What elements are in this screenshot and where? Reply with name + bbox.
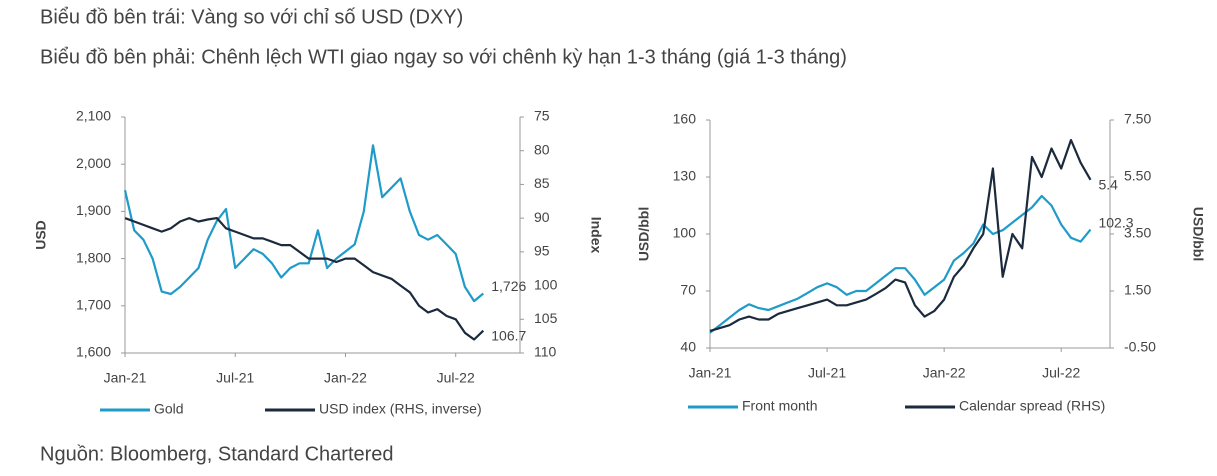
y2-tick-label: 7.50 — [1124, 111, 1151, 127]
y2-tick-label: 80 — [534, 141, 550, 157]
y2-axis-title: Index — [588, 217, 604, 254]
source: Nguồn: Bloomberg, Standard Chartered — [40, 443, 394, 465]
x-tick-label: Jul-21 — [808, 365, 846, 381]
y2-tick-label: -0.50 — [1124, 339, 1156, 355]
y-tick-label: 40 — [680, 339, 696, 355]
y-axis-title: USD — [33, 220, 49, 250]
end-label: 106.7 — [491, 327, 526, 343]
x-tick-label: Jan-21 — [104, 370, 147, 386]
legend-label: Calendar spread (RHS) — [959, 398, 1105, 414]
series-line — [709, 138, 1092, 332]
end-label: 102.3 — [1098, 214, 1133, 230]
y2-tick-label: 95 — [534, 243, 550, 259]
y2-tick-label: 5.50 — [1124, 168, 1151, 184]
end-label: 1,726 — [491, 278, 526, 294]
y2-tick-label: 75 — [534, 108, 550, 124]
x-tick-label: Jul-22 — [437, 370, 475, 386]
y-tick-label: 2,000 — [76, 155, 111, 171]
legend-label: USD index (RHS, inverse) — [319, 401, 482, 417]
y2-tick-label: 85 — [534, 175, 550, 191]
y-tick-label: 1,900 — [76, 202, 111, 218]
series-line — [123, 144, 485, 303]
series-line — [124, 217, 485, 341]
y2-tick-label: 100 — [534, 276, 558, 292]
x-tick-label: Jan-21 — [689, 365, 732, 381]
y-tick-label: 100 — [673, 225, 697, 241]
header-line: Biểu đồ bên trái: Vàng so với chỉ số USD… — [40, 6, 463, 28]
y-axis-title: USD/bbl — [636, 207, 652, 261]
x-tick-label: Jan-22 — [923, 365, 966, 381]
x-tick-label: Jan-22 — [324, 370, 367, 386]
y2-tick-label: 110 — [534, 344, 557, 360]
legend-label: Front month — [742, 398, 817, 414]
y-tick-label: 1,800 — [76, 249, 111, 265]
y2-tick-label: 90 — [534, 209, 550, 225]
series-line — [709, 194, 1092, 334]
y2-tick-label: 1.50 — [1124, 282, 1151, 298]
legend-label: Gold — [154, 401, 184, 417]
y2-axis-title: USD/bbl — [1190, 207, 1206, 261]
y-tick-label: 70 — [680, 282, 696, 298]
x-tick-label: Jul-21 — [216, 370, 254, 386]
header-line: Biểu đồ bên phải: Chênh lệch WTI giao ng… — [40, 46, 847, 68]
y-tick-label: 130 — [673, 168, 697, 184]
y2-tick-label: 3.50 — [1124, 225, 1151, 241]
y-tick-label: 1,600 — [76, 344, 111, 360]
end-label: 5.4 — [1098, 177, 1118, 193]
y2-tick-label: 105 — [534, 310, 558, 326]
y-tick-label: 1,700 — [76, 297, 111, 313]
y-tick-label: 160 — [673, 111, 697, 127]
x-tick-label: Jul-22 — [1042, 365, 1080, 381]
y-tick-label: 2,100 — [76, 108, 111, 124]
